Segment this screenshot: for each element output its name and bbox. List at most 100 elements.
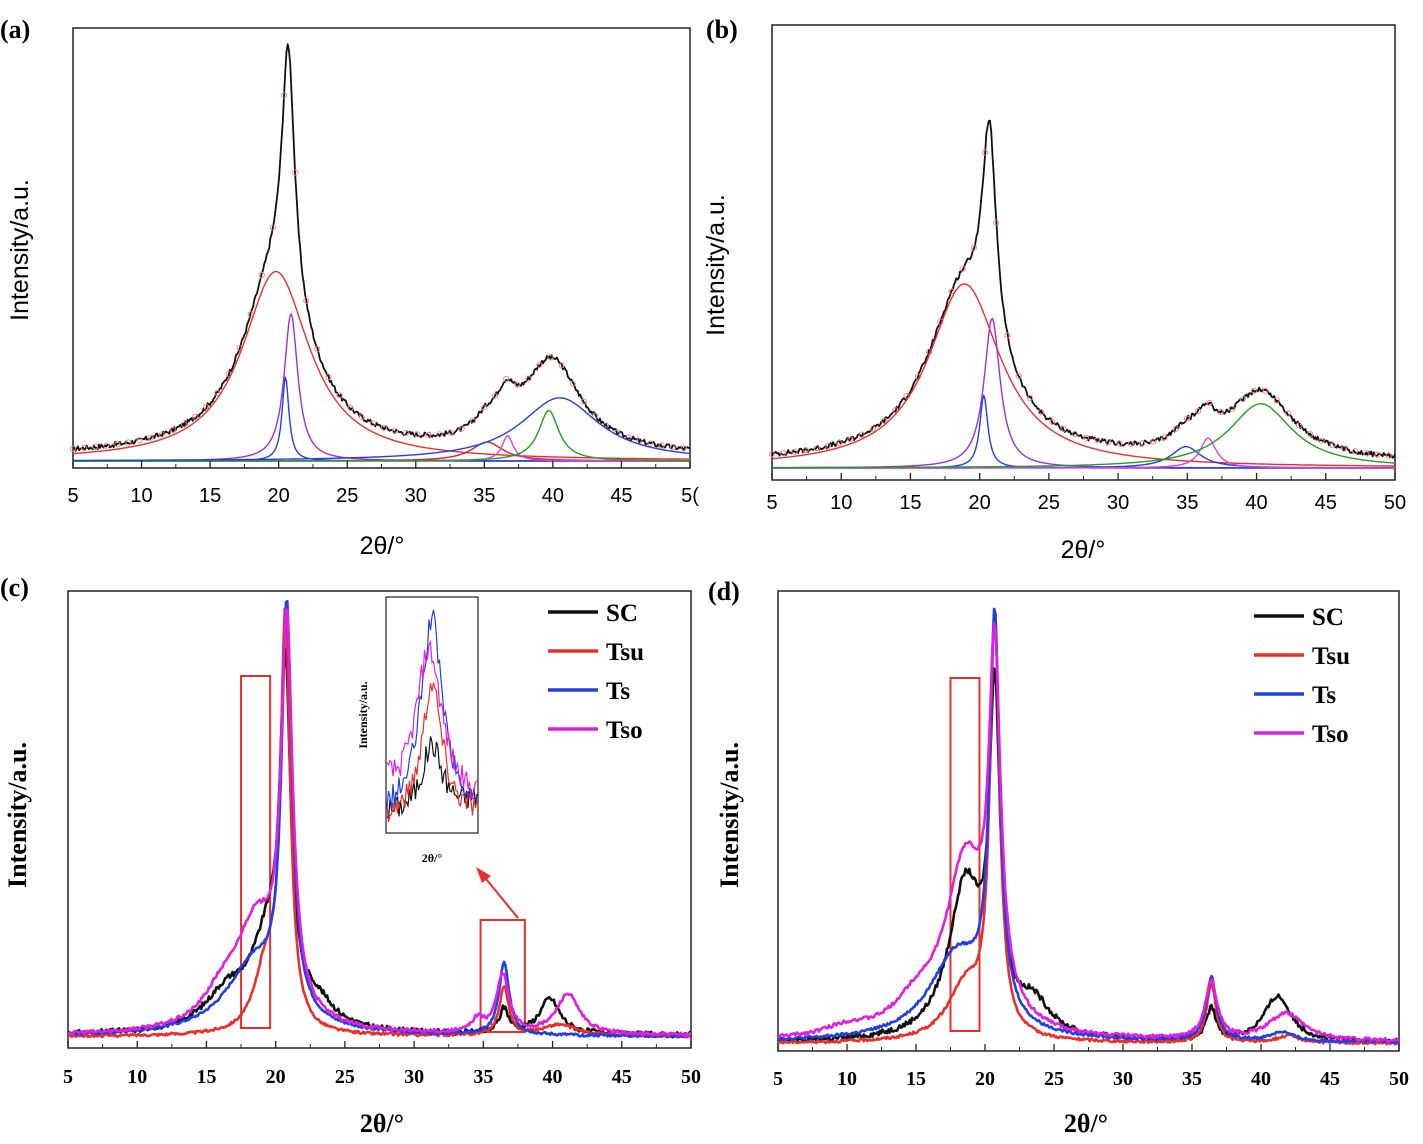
fit-marker (1273, 397, 1280, 404)
x-tick-label-c: 40 (543, 1066, 563, 1088)
fit-marker (1038, 409, 1045, 416)
fit-marker (1228, 405, 1235, 412)
series-d-Tso (777, 622, 1400, 1043)
inset-series-Tsu (386, 682, 478, 823)
fit-marker (680, 445, 687, 452)
x-tick-label-c: 45 (612, 1066, 632, 1088)
series-b-fitted (768, 149, 1392, 459)
fit-marker (1329, 442, 1336, 449)
legend-label-SC: SC (606, 600, 638, 627)
x-tick-label-b: 10 (830, 492, 852, 514)
fit-marker (214, 390, 221, 397)
series-c-SC (67, 646, 693, 1039)
fit-marker (1082, 434, 1090, 441)
inset-series-Ts (386, 609, 478, 810)
panel-c: (c) Intensity/a.u. 2θ/° 5 10 15 20 25 30 35 40 4… (0, 573, 701, 1138)
series-c-Tso (67, 608, 693, 1038)
series-b-measured (771, 119, 1396, 459)
legend-label-Ts: Ts (1312, 682, 1336, 709)
x-tick-label-a: 10 (130, 485, 152, 507)
series-d-Ts (777, 607, 1400, 1044)
x-tick-label-c: 20 (266, 1066, 286, 1088)
fit-marker (458, 425, 465, 432)
fit-marker (1262, 387, 1269, 394)
fit-marker (469, 417, 476, 424)
fit-marker (158, 431, 165, 438)
legend-label-Ts: Ts (606, 678, 630, 705)
fit-marker (447, 429, 454, 436)
inset-frame (385, 596, 479, 834)
series-b-peak-36.5 (772, 437, 1395, 469)
x-axis-title-a: 2θ/° (360, 532, 405, 560)
fit-marker (1307, 431, 1314, 438)
inset-series-Tso (386, 639, 478, 800)
fit-marker (114, 441, 121, 448)
panel-label-d: (d) (708, 577, 740, 606)
fit-marker (892, 407, 899, 414)
tick-layer-d: 5 10 15 20 25 30 35 40 45 50 (773, 1044, 1409, 1090)
inset-arrow-head (476, 867, 491, 883)
y-axis-title-c: Intensity/a.u. (3, 742, 32, 888)
fit-marker (1105, 439, 1112, 446)
fit-marker (1094, 437, 1101, 444)
x-tick-label-d: 35 (1182, 1068, 1202, 1090)
series-a-fitted (69, 92, 687, 452)
x-tick-label-b: 50 (1384, 492, 1406, 514)
fit-marker (591, 412, 599, 419)
fit-marker (125, 439, 132, 446)
legend-label-SC: SC (1312, 604, 1344, 631)
fit-marker (1026, 394, 1033, 402)
fit-marker (791, 448, 798, 455)
x-axis-title-c: 2θ/° (360, 1109, 404, 1138)
fit-marker (1161, 434, 1168, 441)
fit-marker (813, 445, 820, 452)
series-c-Tsu (67, 607, 692, 1039)
fit-marker (768, 451, 776, 458)
fit-marker (292, 169, 299, 176)
fit-marker (948, 288, 955, 295)
x-tick-label-b: 15 (899, 492, 921, 514)
fit-marker (425, 431, 432, 438)
x-tick-label-d: 50 (1389, 1068, 1409, 1090)
fit-marker (525, 375, 532, 382)
x-tick-label-c: 35 (473, 1066, 493, 1088)
legend-label-Tso: Tso (606, 717, 643, 744)
x-tick-label-b: 5 (766, 492, 777, 514)
legend-d: SC Tsu Ts Tso (1254, 604, 1350, 748)
x-tick-label-b: 45 (1315, 492, 1337, 514)
fit-marker (92, 443, 99, 450)
fit-marker (392, 427, 399, 434)
fit-marker (1239, 395, 1247, 403)
fit-marker (258, 271, 265, 279)
fit-marker (647, 440, 654, 447)
fit-marker (1206, 399, 1213, 407)
series-b-peak-20.3 (772, 394, 1395, 469)
fit-marker (269, 224, 276, 231)
x-tick-label-d: 45 (1320, 1068, 1340, 1090)
fit-marker (558, 362, 565, 369)
fit-marker (336, 392, 343, 399)
fit-marker (169, 426, 177, 433)
fit-marker (314, 346, 321, 353)
fit-marker (1004, 332, 1011, 339)
fit-marker (192, 413, 199, 420)
x-tick-label-c: 25 (335, 1066, 355, 1088)
inset-x-axis-title: 2θ/° (422, 851, 443, 865)
fit-marker (959, 265, 966, 272)
x-axis-title-d: 2θ/° (1064, 1109, 1108, 1138)
series-layer-d (776, 607, 1400, 1046)
fit-marker (858, 431, 865, 438)
x-tick-label-b: 25 (1038, 492, 1060, 514)
fit-marker (1139, 440, 1146, 447)
fit-marker (103, 442, 110, 449)
inset-y-axis-title: Intensity/a.u. (356, 681, 370, 748)
fit-marker (181, 421, 188, 428)
fit-marker (1352, 448, 1359, 455)
series-a-peak-20.9 (73, 313, 690, 462)
legend-label-Tsu: Tsu (606, 639, 644, 666)
fit-marker (1217, 409, 1224, 416)
panel-a: (a) Intensity/a.u. 2θ/° 5 10 15 20 25 30 35 40 4… (0, 15, 699, 560)
fit-marker (369, 420, 376, 427)
fit-marker (414, 431, 421, 438)
tick-layer-b: 5 10 15 20 25 30 35 40 45 50 (766, 473, 1406, 514)
